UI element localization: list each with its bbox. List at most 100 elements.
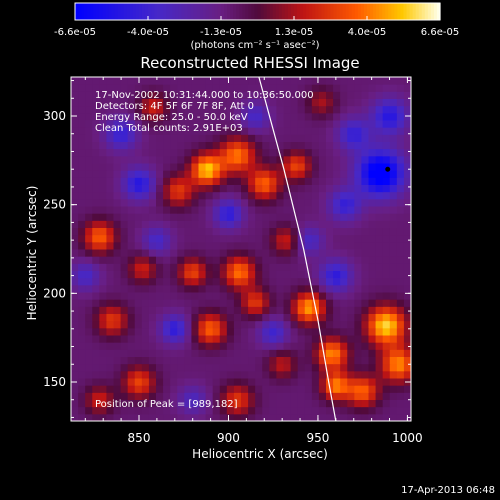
heatmap-cell [333,370,341,379]
heatmap-cell [389,206,398,214]
heatmap-cell [120,277,129,286]
heatmap-cell [368,363,377,372]
heatmap-cell [212,134,221,142]
annotation-counts: Clean Total counts: 2.91E+03 [95,123,243,134]
heatmap-cell [248,263,256,271]
heatmap-cell [177,356,185,365]
heatmap-cell [233,84,242,92]
heatmap-cell [148,105,157,114]
heatmap-cell [361,191,369,200]
heatmap-cell [311,105,320,114]
heatmap-cell [290,292,299,300]
heatmap-cell [191,112,199,121]
heatmap-cell [99,385,107,393]
heatmap-cell [304,98,313,107]
heatmap-cell [311,342,320,350]
heatmap-cell [290,299,299,307]
heatmap-cell [78,320,86,329]
heatmap-cell [233,320,242,329]
heatmap-cell [255,292,263,300]
heatmap-cell [297,184,306,193]
heatmap-cell [396,263,405,271]
heatmap-cell [326,413,334,422]
heatmap-cell [120,263,129,271]
heatmap-cell [389,84,398,92]
heatmap-cell [134,378,143,386]
heatmap-cell [156,399,164,408]
heatmap-cell [191,270,199,279]
heatmap-cell [99,141,107,150]
heatmap-cell [318,191,327,200]
heatmap-cell [170,141,178,150]
heatmap-cell [396,313,405,322]
heatmap-cell [396,112,405,121]
heatmap-cell [297,292,306,300]
heatmap-cell [205,198,214,207]
heatmap-cell [304,284,313,293]
heatmap-cell [141,306,150,314]
heatmap-cell [290,406,299,415]
heatmap-cell [269,385,277,393]
heatmap-cell [113,141,122,150]
peak-dot [385,166,391,172]
heatmap-cell [248,84,256,92]
heatmap-cell [170,292,178,300]
heatmap-cell [354,256,362,264]
heatmap-cell [389,155,398,164]
heatmap-cell [120,284,129,293]
heatmap-cell [184,313,192,322]
heatmap-cell [347,163,355,171]
heatmap-cell [276,184,284,193]
heatmap-cell [71,299,79,307]
heatmap-cell [120,270,129,279]
heatmap-cell [368,234,377,243]
heatmap-cell [241,213,249,221]
heatmap-cell [163,220,171,228]
heatmap-cell [113,320,122,329]
heatmap-cell [198,220,207,228]
heatmap-cell [198,406,207,415]
heatmap-cell [326,213,334,221]
heatmap-cell [311,213,320,221]
heatmap-cell [382,256,391,264]
heatmap-cell [403,241,412,250]
heatmap-cell [262,284,270,293]
heatmap-cell [354,378,362,386]
heatmap-cell [283,313,292,322]
heatmap-cell [396,170,405,178]
heatmap-cell [396,191,405,200]
heatmap-cell [134,263,143,271]
heatmap-cell [99,335,107,343]
heatmap-cell [269,292,277,300]
heatmap-cell [127,313,136,322]
heatmap-cell [170,148,178,157]
heatmap-cell [85,155,93,164]
heatmap-cell [233,105,242,114]
colorbar-segment [433,3,438,20]
heatmap-cell [396,256,405,264]
colorbar-tick-label: -6.6e-05 [54,27,96,38]
heatmap-cell [318,98,327,107]
heatmap-cell [78,413,86,422]
heatmap-cell [241,206,249,214]
heatmap-cell [333,320,341,329]
heatmap-cell [191,349,199,357]
heatmap-cell [99,270,107,279]
heatmap-cell [99,392,107,400]
heatmap-cell [184,227,192,236]
heatmap-cell [148,220,157,228]
heatmap-cell [304,249,313,257]
colorbar-segment [254,3,259,20]
heatmap-cell [326,299,334,307]
heatmap-cell [71,177,79,185]
heatmap-cell [78,198,86,207]
heatmap-cell [241,220,249,228]
heatmap-cell [255,370,263,379]
heatmap-cell [85,292,93,300]
heatmap-cell [191,284,199,293]
heatmap-cell [99,177,107,185]
heatmap-cell [375,170,384,178]
colorbar-tick-label: 1.3e-05 [275,27,313,38]
heatmap-cell [219,148,228,157]
